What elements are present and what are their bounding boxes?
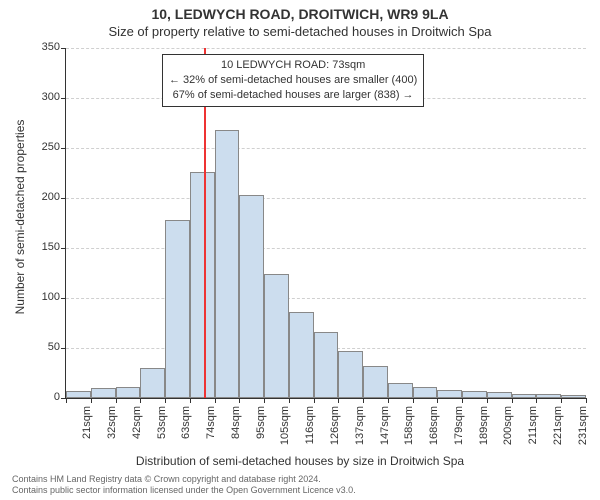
x-tick-mark xyxy=(487,398,488,403)
x-tick-mark xyxy=(314,398,315,403)
x-tick-mark xyxy=(289,398,290,403)
x-tick-mark xyxy=(561,398,562,403)
annotation-line2: ← 32% of semi-detached houses are smalle… xyxy=(169,73,417,88)
x-tick-mark xyxy=(462,398,463,403)
chart-title: 10, LEDWYCH ROAD, DROITWICH, WR9 9LA xyxy=(0,6,600,22)
histogram-bar xyxy=(338,351,363,398)
x-tick-mark xyxy=(512,398,513,403)
histogram-bar xyxy=(388,383,413,398)
x-tick-mark xyxy=(363,398,364,403)
histogram-bar xyxy=(264,274,289,398)
x-tick-label: 158sqm xyxy=(403,406,415,456)
x-tick-mark xyxy=(239,398,240,403)
x-tick-mark xyxy=(586,398,587,403)
x-tick-label: 200sqm xyxy=(502,406,514,456)
x-tick-mark xyxy=(264,398,265,403)
annotation-line1: 10 LEDWYCH ROAD: 73sqm xyxy=(169,58,417,73)
x-tick-mark xyxy=(536,398,537,403)
x-tick-label: 74sqm xyxy=(205,406,217,456)
gridline xyxy=(66,298,586,299)
x-tick-mark xyxy=(140,398,141,403)
histogram-bar xyxy=(512,394,537,398)
gridline xyxy=(66,148,586,149)
y-tick-mark xyxy=(61,248,66,249)
x-tick-mark xyxy=(437,398,438,403)
x-tick-label: 137sqm xyxy=(354,406,366,456)
plot-area: 10 LEDWYCH ROAD: 73sqm ← 32% of semi-det… xyxy=(65,48,586,399)
x-tick-label: 21sqm xyxy=(81,406,93,456)
gridline xyxy=(66,48,586,49)
x-tick-label: 231sqm xyxy=(577,406,589,456)
y-tick-label: 350 xyxy=(25,41,60,53)
y-tick-mark xyxy=(61,48,66,49)
histogram-bar xyxy=(437,390,462,398)
x-tick-label: 168sqm xyxy=(428,406,440,456)
y-tick-label: 300 xyxy=(25,91,60,103)
histogram-bar xyxy=(66,391,91,398)
x-tick-label: 63sqm xyxy=(180,406,192,456)
x-axis-label: Distribution of semi-detached houses by … xyxy=(0,454,600,468)
gridline xyxy=(66,198,586,199)
x-tick-mark xyxy=(413,398,414,403)
footnote-line1: Contains HM Land Registry data © Crown c… xyxy=(12,474,321,484)
x-tick-mark xyxy=(190,398,191,403)
footnote-line2: Contains public sector information licen… xyxy=(12,485,356,495)
histogram-bar xyxy=(165,220,190,398)
annotation-box: 10 LEDWYCH ROAD: 73sqm ← 32% of semi-det… xyxy=(162,54,424,107)
gridline xyxy=(66,248,586,249)
x-tick-mark xyxy=(165,398,166,403)
histogram-bar xyxy=(239,195,264,398)
x-tick-mark xyxy=(66,398,67,403)
histogram-bar xyxy=(289,312,314,398)
x-tick-mark xyxy=(338,398,339,403)
histogram-bar xyxy=(536,394,561,398)
x-tick-label: 211sqm xyxy=(527,406,539,456)
x-tick-label: 42sqm xyxy=(131,406,143,456)
y-tick-label: 150 xyxy=(25,241,60,253)
x-tick-label: 189sqm xyxy=(478,406,490,456)
x-tick-label: 53sqm xyxy=(156,406,168,456)
x-tick-mark xyxy=(116,398,117,403)
x-tick-mark xyxy=(91,398,92,403)
x-tick-label: 84sqm xyxy=(230,406,242,456)
chart-subtitle: Size of property relative to semi-detach… xyxy=(0,24,600,39)
x-tick-label: 179sqm xyxy=(453,406,465,456)
histogram-bar xyxy=(413,387,438,398)
y-tick-mark xyxy=(61,298,66,299)
histogram-bar xyxy=(140,368,165,398)
histogram-bar xyxy=(116,387,141,398)
y-tick-mark xyxy=(61,198,66,199)
footnote: Contains HM Land Registry data © Crown c… xyxy=(12,474,588,496)
histogram-bar xyxy=(314,332,339,398)
x-tick-mark xyxy=(388,398,389,403)
x-tick-label: 105sqm xyxy=(279,406,291,456)
histogram-bar xyxy=(215,130,240,398)
x-tick-label: 95sqm xyxy=(255,406,267,456)
y-tick-mark xyxy=(61,148,66,149)
histogram-bar xyxy=(190,172,215,398)
x-tick-label: 221sqm xyxy=(552,406,564,456)
histogram-bar xyxy=(561,395,586,398)
x-tick-label: 126sqm xyxy=(329,406,341,456)
y-axis-label: Number of semi-detached properties xyxy=(13,67,27,367)
histogram-bar xyxy=(363,366,388,398)
histogram-bar xyxy=(487,392,512,398)
y-tick-label: 200 xyxy=(25,191,60,203)
y-tick-mark xyxy=(61,348,66,349)
x-tick-mark xyxy=(215,398,216,403)
histogram-bar xyxy=(91,388,116,398)
y-tick-label: 0 xyxy=(25,391,60,403)
annotation-line3: 67% of semi-detached houses are larger (… xyxy=(169,88,417,103)
y-tick-label: 250 xyxy=(25,141,60,153)
y-tick-mark xyxy=(61,98,66,99)
x-tick-label: 147sqm xyxy=(379,406,391,456)
y-tick-label: 100 xyxy=(25,291,60,303)
y-tick-label: 50 xyxy=(25,341,60,353)
histogram-bar xyxy=(462,391,487,398)
x-tick-label: 116sqm xyxy=(304,406,316,456)
x-tick-label: 32sqm xyxy=(106,406,118,456)
